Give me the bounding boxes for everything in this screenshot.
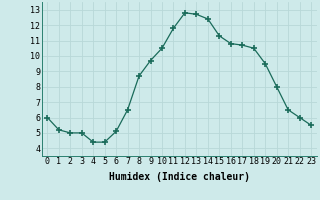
X-axis label: Humidex (Indice chaleur): Humidex (Indice chaleur) [109,172,250,182]
